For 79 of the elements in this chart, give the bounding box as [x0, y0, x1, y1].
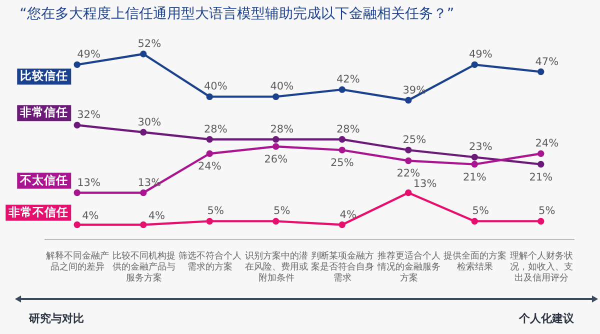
point: [538, 160, 544, 168]
x-tick-label: 理解个人财务状况，如收入、支出及信用评分: [510, 250, 573, 284]
data-label: 21%: [529, 171, 553, 184]
point: [140, 128, 147, 136]
x-tick-label: 筛选不符合个人需求的方案: [178, 250, 242, 272]
data-label: 13%: [413, 178, 437, 190]
data-label: 49%: [468, 48, 492, 61]
data-label: 28%: [270, 123, 294, 136]
text: 研究与对比: [28, 312, 84, 325]
data-label: 24%: [198, 160, 222, 173]
data-label: 4%: [148, 210, 166, 222]
data-label: 5%: [472, 205, 489, 218]
data-label: 4%: [340, 208, 356, 221]
chart-title: “您在多大程度上信任通用型大语言模型辅助完成以下金融相关任务？”: [20, 6, 454, 22]
data-label: 5%: [274, 205, 290, 218]
x-tick-label: 推荐更适合个人情况的金融服务方案: [376, 250, 440, 284]
point: [74, 122, 80, 128]
data-label: 28%: [204, 123, 228, 136]
point: [272, 218, 280, 225]
point: [471, 160, 478, 168]
point: [338, 146, 346, 154]
point: [272, 136, 280, 143]
data-label: 25%: [330, 157, 354, 170]
text: 个人化建议: [518, 312, 575, 325]
point: [74, 61, 80, 68]
point: [206, 136, 213, 143]
point: [206, 218, 213, 225]
data-label: 32%: [77, 109, 100, 122]
point: [74, 221, 80, 228]
point: [206, 93, 213, 100]
point: [538, 218, 544, 225]
point: [538, 150, 544, 157]
data-label: 39%: [402, 84, 426, 96]
point: [538, 68, 544, 76]
data-label: 40%: [204, 80, 228, 93]
data-label: 13%: [77, 176, 100, 189]
series-label: 比较信任: [20, 68, 68, 83]
point: [405, 189, 412, 196]
x-tick-label: 解释不同金融产品之间的差异: [46, 250, 110, 272]
data-label: 5%: [538, 205, 556, 218]
point: [338, 136, 346, 143]
point: [471, 154, 478, 161]
point: [471, 218, 478, 225]
x-tick-label: 识别方案中的潜在风险、费用或附加条件: [244, 250, 308, 284]
point: [140, 50, 147, 58]
point: [338, 86, 346, 93]
data-label: 25%: [402, 134, 426, 146]
data-label: 30%: [138, 116, 162, 128]
data-label: 28%: [336, 123, 360, 136]
series-label: 非常不信任: [7, 204, 68, 219]
point: [272, 93, 280, 100]
point: [74, 189, 80, 196]
data-label: 13%: [138, 176, 162, 189]
data-label: 4%: [82, 210, 99, 222]
data-label: 21%: [462, 171, 486, 184]
point: [272, 143, 280, 150]
series-label: 不太信任: [19, 172, 68, 187]
point: [206, 150, 213, 157]
data-label: 49%: [77, 48, 100, 61]
point: [140, 189, 147, 196]
x-tick-label: 判断某项金融方案是否符合自身需求: [311, 250, 374, 284]
data-label: 40%: [270, 80, 294, 93]
point: [405, 96, 412, 104]
data-label: 24%: [535, 138, 559, 150]
point: [140, 221, 147, 228]
data-label: 52%: [138, 38, 162, 50]
point: [405, 157, 412, 164]
point: [338, 221, 346, 228]
data-label: 23%: [468, 141, 492, 154]
data-label: 5%: [207, 205, 224, 218]
data-label: 42%: [336, 74, 360, 86]
series-label: 非常信任: [19, 105, 68, 120]
data-label: 26%: [264, 154, 288, 166]
point: [471, 61, 478, 68]
data-label: 47%: [535, 56, 559, 68]
x-tick-label: 提供全面的方案检索结果: [444, 250, 507, 272]
data-label: 22%: [396, 168, 420, 180]
x-tick-label: 比较不同机构提供的金融产品与服务方案: [112, 250, 176, 284]
point: [405, 146, 412, 154]
